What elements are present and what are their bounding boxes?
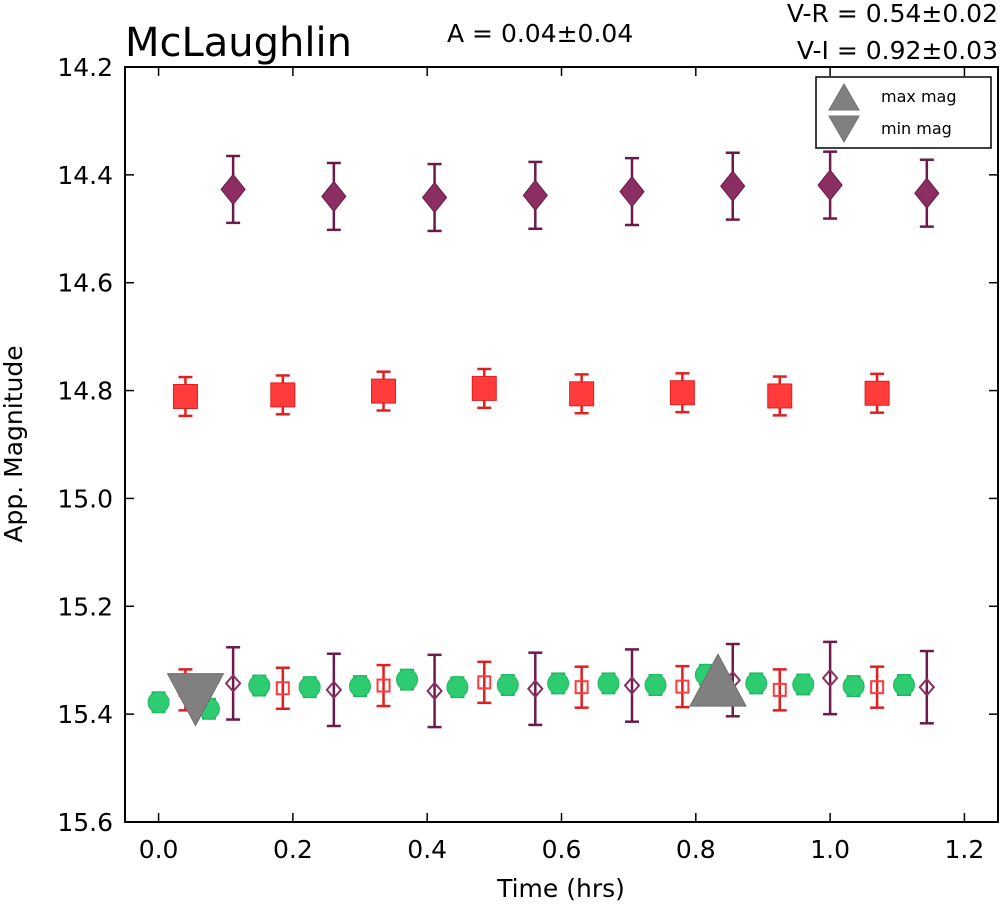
data-series: [220, 150, 940, 233]
square-marker: [767, 383, 793, 409]
max-mag-marker: [689, 653, 747, 707]
y-tick-label: 15.2: [57, 592, 113, 621]
data-series: [172, 367, 890, 418]
y-tick-label: 15.6: [57, 808, 113, 837]
x-axis-label: Time (hrs): [496, 874, 625, 903]
diamond-marker: [224, 673, 242, 693]
square-marker: [772, 682, 787, 697]
square-marker: [870, 680, 885, 695]
circle-marker: [248, 674, 271, 697]
square-marker: [569, 381, 595, 407]
x-tick-label: 1.2: [945, 835, 985, 864]
square-marker: [172, 384, 198, 410]
square-marker: [864, 380, 890, 406]
diamond-marker: [817, 169, 843, 201]
diamond-marker: [526, 679, 544, 699]
diamond-marker: [720, 170, 746, 202]
y-tick-label: 15.0: [57, 484, 113, 513]
circle-marker: [842, 675, 865, 698]
diamond-marker: [421, 181, 448, 214]
circle-marker: [349, 675, 372, 698]
square-marker: [477, 675, 492, 690]
plot-frame: [124, 66, 999, 823]
legend-max-mag-marker: [828, 82, 860, 111]
square-marker: [275, 681, 290, 696]
x-tick-label: 1.0: [810, 835, 850, 864]
diamond-marker: [914, 177, 940, 209]
diamond-marker: [619, 175, 645, 208]
legend-min-mag-label: min mag: [881, 119, 952, 138]
circle-marker: [597, 672, 620, 695]
v-minus-i-annotation: V-I = 0.92±0.03: [797, 36, 998, 65]
circle-marker: [745, 672, 768, 695]
circle-marker: [496, 674, 519, 697]
circle-marker: [892, 674, 915, 697]
diamond-marker: [426, 681, 443, 701]
diamond-marker: [325, 680, 343, 700]
chart-title: McLaughlin: [125, 20, 352, 66]
ticks-layer: 0.0 0.2 0.4 0.6 0.8 1.0 1.2 14.2 14.4 14.6 14.8 15.…: [57, 53, 998, 864]
square-marker: [675, 679, 690, 694]
x-tick-label: 0.4: [407, 835, 447, 864]
data-layer: [147, 150, 940, 729]
v-minus-r-annotation: V-R = 0.54±0.02: [787, 0, 998, 28]
legend-max-mag-label: max mag: [881, 87, 957, 106]
x-tick-label: 0.2: [273, 835, 313, 864]
circle-marker: [396, 668, 419, 691]
y-tick-label: 14.6: [57, 269, 113, 298]
square-marker: [471, 375, 497, 401]
legend: max mag min mag: [815, 76, 992, 149]
y-tick-label: 14.8: [57, 377, 113, 406]
diamond-marker: [821, 668, 839, 688]
circle-marker: [446, 676, 469, 699]
square-marker: [371, 378, 397, 404]
legend-min-mag-marker: [828, 115, 860, 144]
diamond-marker: [623, 676, 641, 696]
square-marker: [574, 680, 589, 695]
square-marker: [669, 380, 695, 406]
x-tick-label: 0.0: [139, 835, 179, 864]
circle-marker: [547, 672, 570, 695]
diamond-marker: [522, 179, 548, 212]
y-axis-label: App. Magnitude: [0, 345, 28, 542]
y-tick-label: 14.4: [57, 161, 113, 190]
circle-marker: [147, 691, 170, 714]
diamond-marker: [321, 180, 347, 213]
data-series: [224, 640, 936, 729]
x-tick-label: 0.8: [676, 835, 716, 864]
square-marker: [376, 678, 391, 693]
min-mag-marker: [166, 673, 225, 727]
y-tick-label: 15.4: [57, 700, 113, 729]
square-marker: [270, 382, 296, 408]
y-tick-label: 14.2: [57, 53, 113, 82]
amplitude-annotation: A = 0.04±0.04: [447, 19, 633, 48]
diamond-marker: [220, 173, 246, 206]
x-tick-label: 0.6: [542, 835, 582, 864]
circle-marker: [792, 673, 815, 696]
diamond-marker: [918, 677, 936, 697]
circle-marker: [644, 674, 667, 697]
circle-marker: [298, 676, 321, 699]
